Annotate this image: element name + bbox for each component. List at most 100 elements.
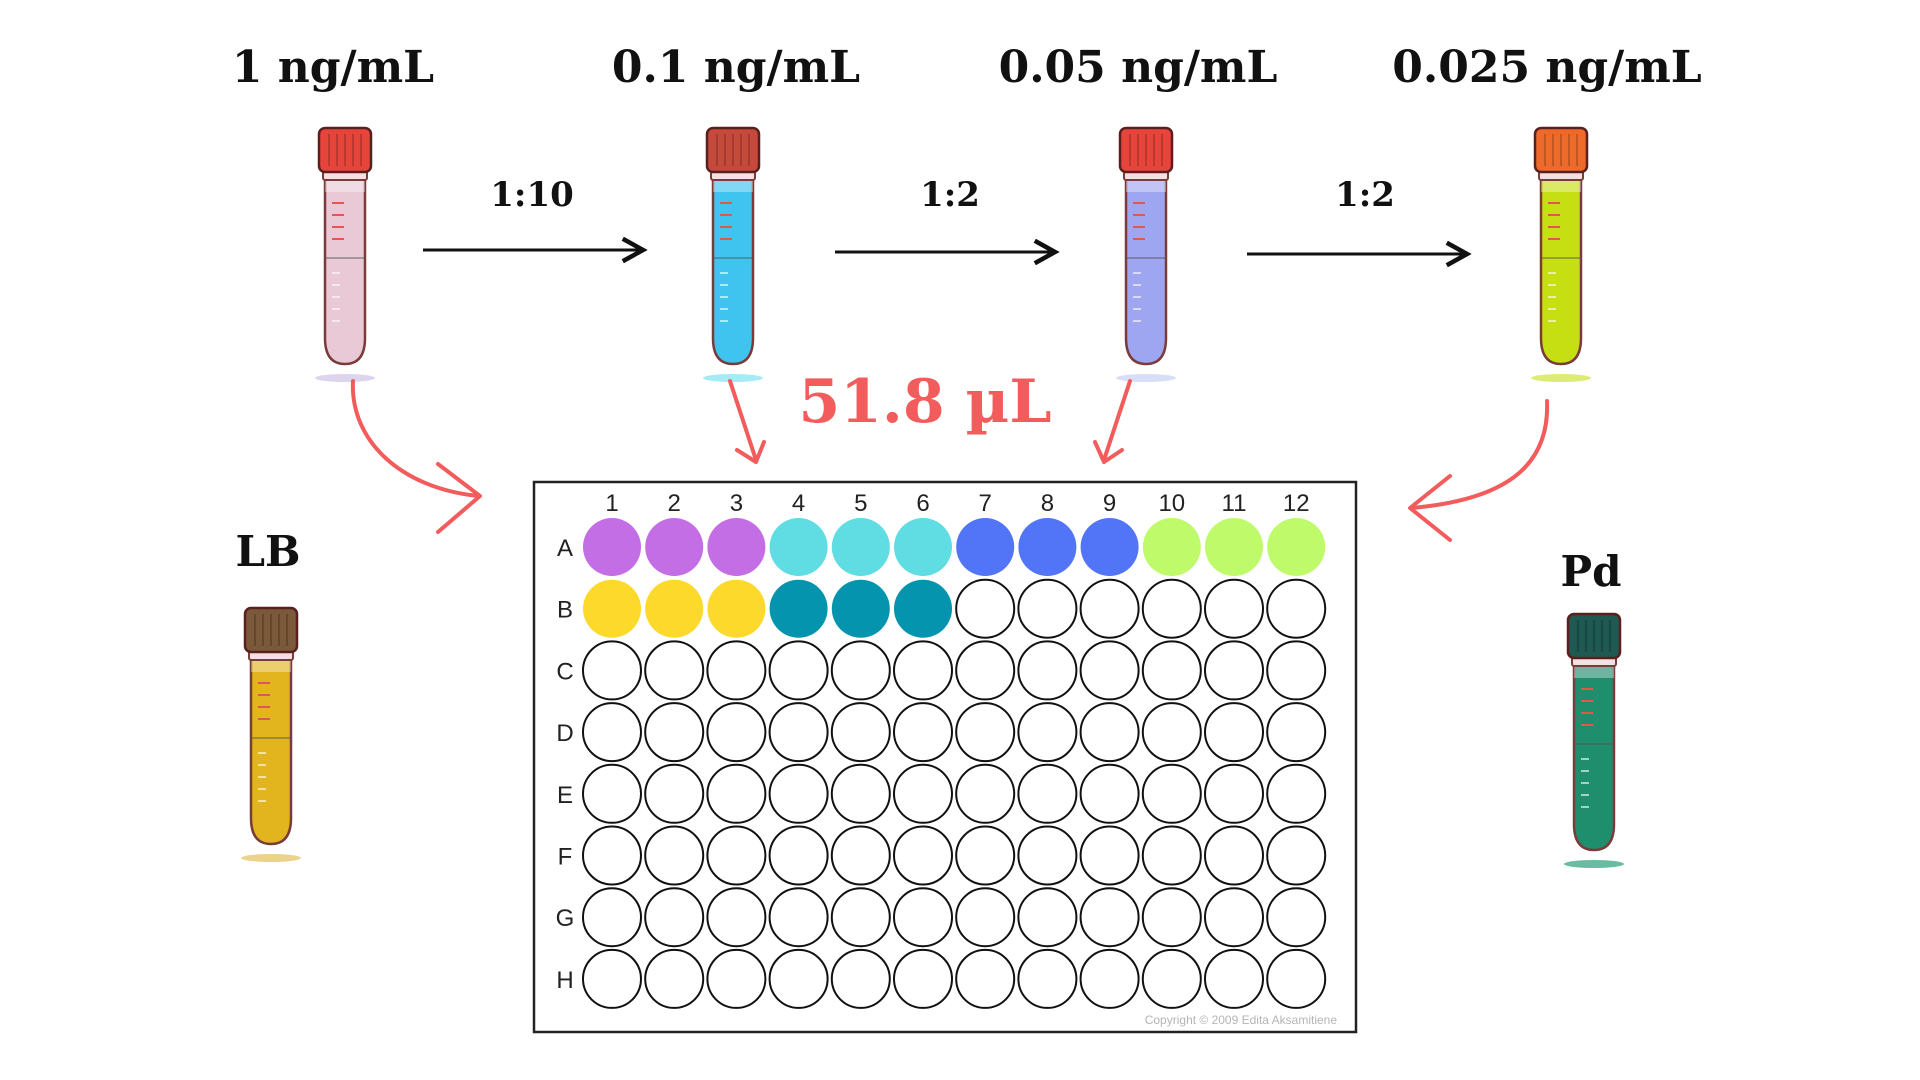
plate-well <box>1079 948 1140 1009</box>
plate-well <box>830 763 891 824</box>
plate-well <box>830 948 891 1009</box>
concentration-label-4: 0.025 ng/mL <box>1392 42 1701 93</box>
plate-well <box>1204 763 1264 824</box>
plate-well <box>645 518 704 576</box>
plate-well <box>1141 763 1202 824</box>
dilution-label-2: 1:2 <box>920 175 980 215</box>
curved-arrow-icon <box>735 440 766 464</box>
plate-row-label: F <box>558 844 573 871</box>
copyright-text: Copyright © 2009 Edita Aksamitiene <box>1145 1013 1338 1027</box>
plate-well <box>1017 702 1078 763</box>
curved-arrow-icon <box>1102 379 1132 462</box>
test-tube-icon <box>1531 126 1591 382</box>
plate-column-label: 6 <box>916 490 929 517</box>
plate-column-label: 9 <box>1103 490 1116 517</box>
plate-well <box>706 763 767 824</box>
plate-well <box>955 640 1016 701</box>
curved-arrow-icon <box>436 462 482 534</box>
plate-column-label: 1 <box>605 490 618 517</box>
plate-well <box>768 887 829 948</box>
plate-well <box>1017 578 1078 639</box>
curved-arrow-icon <box>1410 399 1550 510</box>
plate-well <box>1204 702 1264 763</box>
plate-well <box>1266 763 1327 824</box>
plate-well <box>956 518 1015 576</box>
plate-well <box>955 702 1016 763</box>
plate-well <box>831 518 890 576</box>
plate-column-label: 3 <box>730 490 743 517</box>
plate-well <box>768 948 829 1009</box>
plate-column-label: 10 <box>1158 490 1185 517</box>
test-tube-icon <box>315 126 375 382</box>
plate-row-label: H <box>556 967 573 994</box>
plate-well <box>582 825 642 886</box>
plate-well <box>1079 640 1140 701</box>
plate-well <box>955 578 1016 639</box>
plate-well <box>893 825 953 886</box>
plate-row-label: C <box>556 658 573 685</box>
plate-well <box>582 640 642 701</box>
plate-well <box>582 763 642 824</box>
plate-well <box>1079 702 1140 763</box>
plate-well <box>582 702 642 763</box>
plate-well <box>1017 825 1078 886</box>
plate-well <box>893 702 953 763</box>
plate-well <box>1017 948 1078 1009</box>
plate-well <box>1018 518 1077 576</box>
plate-well <box>1266 948 1327 1009</box>
plate-well <box>582 887 642 948</box>
plate-well <box>1079 763 1140 824</box>
plate-row-label: B <box>557 597 573 624</box>
plate-well <box>893 948 953 1009</box>
plate-well <box>1017 640 1078 701</box>
plate-well <box>1079 825 1140 886</box>
test-tube-icon <box>1116 126 1176 382</box>
plate-well <box>830 825 891 886</box>
plate-well <box>1204 887 1264 948</box>
plate-column-label: 4 <box>792 490 805 517</box>
plate-well <box>1267 518 1326 576</box>
plate-well <box>768 825 829 886</box>
plate-well <box>955 887 1016 948</box>
plate-well <box>707 579 766 638</box>
concentration-label-3: 0.05 ng/mL <box>999 42 1278 93</box>
plate-row-label: D <box>556 720 573 747</box>
plate-well <box>706 825 767 886</box>
concentration-label-2: 0.1 ng/mL <box>612 42 860 93</box>
pd-label: Pd <box>1561 547 1622 596</box>
plate-well <box>1204 578 1264 639</box>
plate-well <box>1017 763 1078 824</box>
plate-well <box>769 579 828 638</box>
plate-well <box>1141 948 1202 1009</box>
plate-well <box>1141 578 1202 639</box>
plate-column-label: 5 <box>854 490 867 517</box>
plate-well <box>1017 887 1078 948</box>
concentration-label-1: 1 ng/mL <box>232 42 434 93</box>
plate-well <box>768 763 829 824</box>
plate-well <box>955 948 1016 1009</box>
volume-label: 51.8 µL <box>798 367 1051 437</box>
plate-well <box>894 579 952 638</box>
plate-well <box>706 948 767 1009</box>
plate-well <box>644 763 705 824</box>
plate-well <box>706 640 767 701</box>
plate-well <box>955 825 1016 886</box>
plate-row-label: G <box>556 905 575 932</box>
curved-arrow-icon <box>728 379 758 462</box>
dilution-label-1: 1:10 <box>490 175 574 215</box>
plate-well <box>644 702 705 763</box>
test-tube-icon <box>241 606 301 862</box>
plate-well <box>894 518 952 576</box>
plate-well <box>830 887 891 948</box>
plate-well <box>893 640 953 701</box>
test-tube-icon <box>1564 612 1624 868</box>
plate-well <box>1141 825 1202 886</box>
plate-well <box>1266 578 1327 639</box>
plate-well <box>583 518 641 576</box>
plate-row-label: E <box>557 782 573 809</box>
plate-well <box>1266 640 1327 701</box>
plate-well <box>1266 887 1327 948</box>
plate-well <box>1204 640 1264 701</box>
plate-well <box>1141 702 1202 763</box>
plate-well <box>769 518 828 576</box>
